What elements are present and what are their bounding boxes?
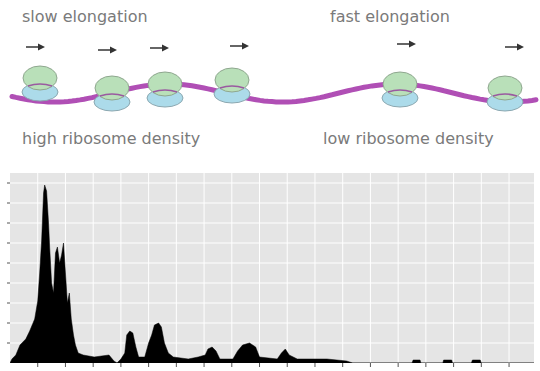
grid-line <box>10 303 534 304</box>
tick <box>7 203 10 204</box>
tick <box>7 223 10 224</box>
grid-line <box>509 173 510 363</box>
grid-line <box>10 183 534 184</box>
grid-line <box>10 203 534 204</box>
tick <box>398 363 399 367</box>
tick <box>509 363 510 367</box>
diagram-label: low ribosome density <box>323 129 494 148</box>
grid-line <box>148 173 149 363</box>
ribosome <box>94 76 130 111</box>
tick <box>342 363 343 367</box>
grid-line <box>231 173 232 363</box>
tick <box>120 363 121 367</box>
tick <box>7 303 10 304</box>
tick <box>259 363 260 367</box>
grid-line <box>10 343 534 344</box>
grid-line <box>259 173 260 363</box>
grid-line <box>314 173 315 363</box>
grid-line <box>10 263 534 264</box>
grid-line <box>120 173 121 363</box>
diagram-label: fast elongation <box>330 7 450 26</box>
arrow <box>505 44 524 51</box>
grid-line <box>481 173 482 363</box>
ribosome <box>147 72 183 107</box>
tick <box>7 343 10 344</box>
grid-line <box>93 173 94 363</box>
ribosome <box>214 68 250 103</box>
tick <box>93 363 94 367</box>
grid-line <box>370 173 371 363</box>
panel <box>10 173 534 363</box>
arrow <box>98 47 117 54</box>
grid-line <box>10 323 534 324</box>
tick <box>231 363 232 367</box>
tick <box>453 363 454 367</box>
grid-line <box>398 173 399 363</box>
arrow <box>230 43 249 50</box>
grid-line <box>287 173 288 363</box>
tick <box>425 363 426 367</box>
arrow <box>26 44 45 51</box>
grid-line <box>10 243 534 244</box>
tick <box>65 363 66 367</box>
grid-line <box>176 173 177 363</box>
grid-line <box>204 173 205 363</box>
grid-line <box>10 223 534 224</box>
tick <box>287 363 288 367</box>
tick <box>7 323 10 324</box>
tick <box>7 243 10 244</box>
ribosome <box>22 66 58 101</box>
grid-line <box>342 173 343 363</box>
tick <box>148 363 149 367</box>
arrow <box>150 45 169 52</box>
tick <box>370 363 371 367</box>
grid-line <box>425 173 426 363</box>
diagram-label: high ribosome density <box>22 129 200 148</box>
tick <box>37 363 38 367</box>
tick <box>481 363 482 367</box>
diagram-label: slow elongation <box>22 7 148 26</box>
tick <box>7 283 10 284</box>
grid-line <box>453 173 454 363</box>
tick <box>314 363 315 367</box>
density-area <box>10 185 534 363</box>
figure: slow elongation fast elongation high ribos… <box>0 0 540 371</box>
ribosome <box>487 76 523 111</box>
tick <box>204 363 205 367</box>
plot-area <box>10 185 534 363</box>
tick <box>176 363 177 367</box>
ribosome <box>382 72 418 107</box>
grid-line <box>10 283 534 284</box>
mrna <box>12 84 536 102</box>
tick <box>7 263 10 264</box>
arrow <box>397 41 416 48</box>
tick <box>7 183 10 184</box>
